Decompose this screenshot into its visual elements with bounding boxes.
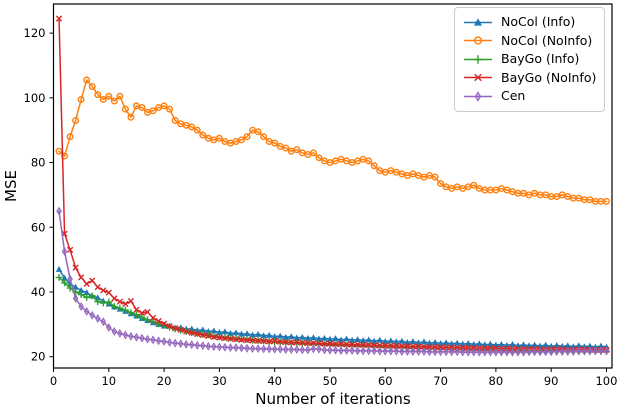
diamond-legend-marker-icon: [464, 91, 492, 102]
x-tick-label: 10: [101, 374, 116, 388]
plus-legend-marker-icon: [464, 55, 492, 64]
axis-ticks: 0 10 20 30 40 50 60 70 80 90 100 20 40 60 80 100 120: [24, 26, 618, 388]
legend-label: BayGo (Info): [501, 51, 580, 66]
x-tick-label: 80: [489, 374, 504, 388]
x-tick-label: 40: [267, 374, 282, 388]
legend-label: BayGo (NoInfo): [501, 69, 597, 85]
triangle-up-legend-marker-icon: [464, 18, 492, 26]
circle-open-legend-marker-icon: [464, 36, 492, 45]
legend: NoCol (Info) NoCol (NoInfo) BayGo (Info) Ba…: [454, 7, 605, 112]
x-tick-label: 100: [595, 374, 617, 388]
y-tick-label: 120: [24, 26, 46, 40]
legend-entry: NoCol (NoInfo): [462, 32, 597, 51]
x-tick-label: 60: [378, 374, 393, 388]
legend-label: NoCol (NoInfo): [501, 32, 593, 48]
legend-label: Cen: [501, 88, 526, 103]
legend-entry: NoCol (Info): [462, 13, 597, 32]
y-axis-label: MSE: [2, 170, 20, 202]
legend-entry: Cen: [462, 87, 597, 106]
x-legend-marker-icon: [464, 73, 492, 82]
x-tick-label: 90: [544, 374, 559, 388]
series-baygo-info: [55, 274, 610, 355]
y-tick-label: 100: [24, 91, 46, 105]
y-tick-label: 80: [31, 156, 46, 170]
y-tick-label: 40: [31, 285, 46, 299]
x-tick-label: 50: [323, 374, 338, 388]
y-tick-label: 60: [31, 220, 46, 234]
legend-entry: BayGo (NoInfo): [462, 69, 597, 88]
x-tick-label: 70: [433, 374, 448, 388]
y-tick-label: 20: [31, 350, 46, 364]
series-nocol-noinfo: [55, 76, 610, 205]
plot-area: 0 10 20 30 40 50 60 70 80 90 100 20 40 60 80 100 120: [24, 3, 618, 388]
series-baygo-noinfo: [55, 15, 610, 354]
plot-frame: [52, 3, 613, 369]
x-axis-label: Number of iterations: [255, 390, 411, 408]
x-tick-label: 20: [157, 374, 172, 388]
x-tick-label: 30: [212, 374, 227, 388]
x-tick-label: 0: [50, 374, 57, 388]
series-cen: [56, 206, 610, 357]
legend-label: NoCol (Info): [501, 14, 576, 29]
legend-entry: BayGo (Info): [462, 50, 597, 69]
